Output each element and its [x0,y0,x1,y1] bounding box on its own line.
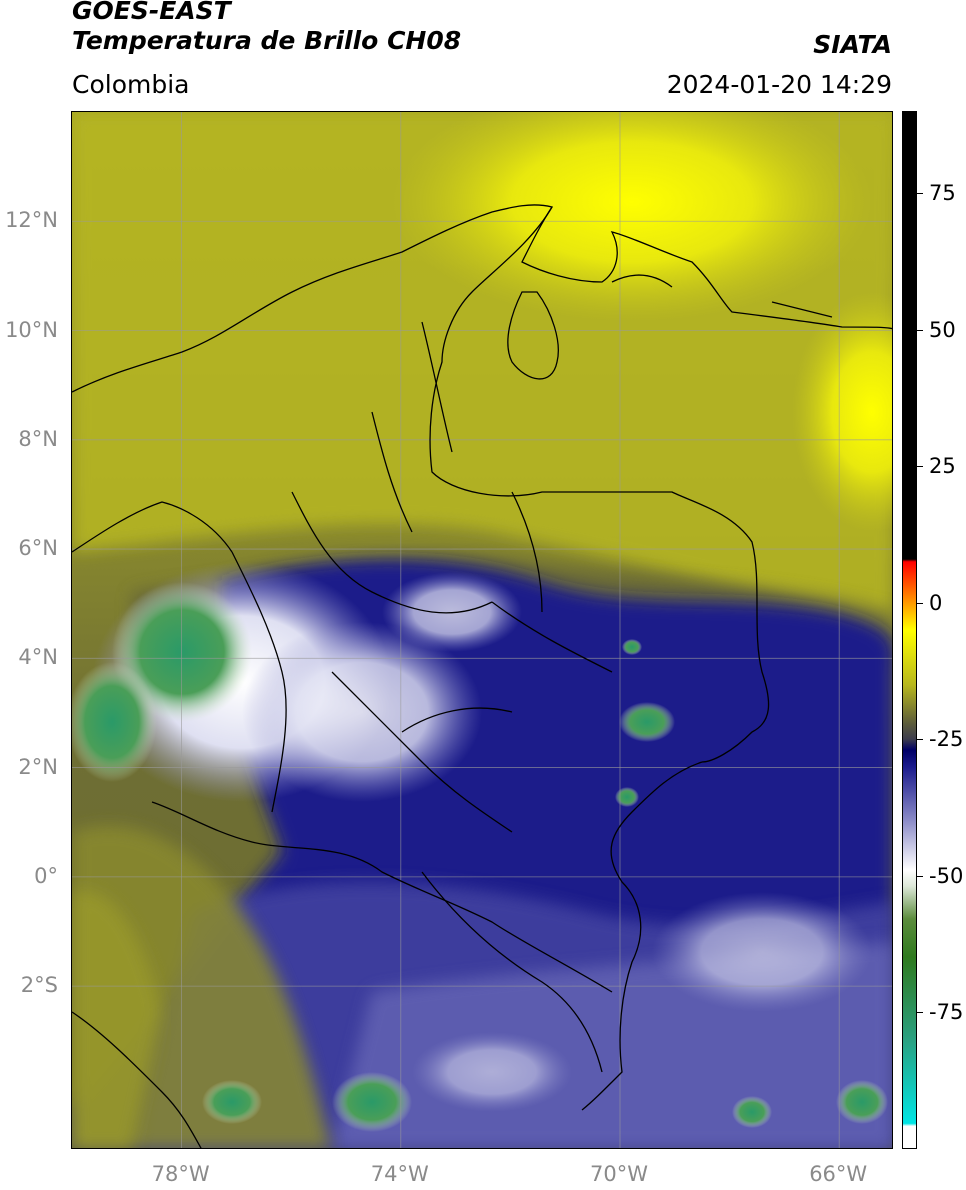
colorbar-tick-mark [917,739,923,741]
lon-label: 74°W [370,1162,429,1186]
colombia-brazil-border [581,761,703,1111]
colorbar-tick-label: 25 [929,454,956,479]
agency-name: SIATA [813,30,892,59]
maracaibo-lake [507,291,559,380]
department-boundaries [231,321,613,833]
colorbar-tick-label: -50 [929,863,964,888]
colorbar-tick-mark [917,1012,923,1014]
lat-label: 8°N [18,426,58,451]
timestamp: 2024-01-20 14:29 [666,70,892,99]
product-title: Temperatura de Brillo CH08 [72,26,462,55]
borders [72,204,892,1148]
region-name: Colombia [72,70,190,99]
satellite-map [71,111,893,1149]
lat-label: 2°N [18,754,58,779]
amazon-boundary [421,871,603,1073]
colorbar-tick-label: -25 [929,727,964,752]
lat-label: 0° [34,863,58,888]
colorbar-tick-label: -75 [929,1000,964,1025]
colombia-venezuela-border [429,206,770,763]
colorbar-tick-mark [917,602,923,604]
lat-label: 10°N [5,317,58,342]
lat-label: 12°N [5,208,58,233]
colorbar [902,111,917,1149]
colorbar-tick-mark [917,192,923,194]
colorbar-tick-label: 0 [929,590,943,615]
panama-coast [72,501,233,553]
map-canvas [72,112,892,1148]
title-block: GOES-EAST Temperatura de Brillo CH08 [72,0,461,56]
lat-label: 4°N [18,645,58,670]
colombia-ecuador-border [151,801,613,993]
colorbar-tick-mark [917,466,923,468]
lon-label: 70°W [590,1162,648,1186]
colorbar-tick-label: 50 [929,317,956,342]
peru-boundary [72,1011,202,1148]
colorbar-tick-mark [917,875,923,877]
lat-label: 2°S [20,973,58,998]
caribbean-coast [72,204,892,393]
colorbar-tick-label: 75 [929,180,956,205]
colorbar-tick-mark [917,329,923,331]
gridlines [72,112,892,1148]
venezuela-coast [611,274,833,318]
lon-label: 78°W [151,1162,210,1186]
lat-label: 6°N [18,536,58,561]
warmest-area [392,112,872,322]
lon-label: 66°W [809,1162,868,1186]
satellite-title: GOES-EAST [72,0,231,25]
